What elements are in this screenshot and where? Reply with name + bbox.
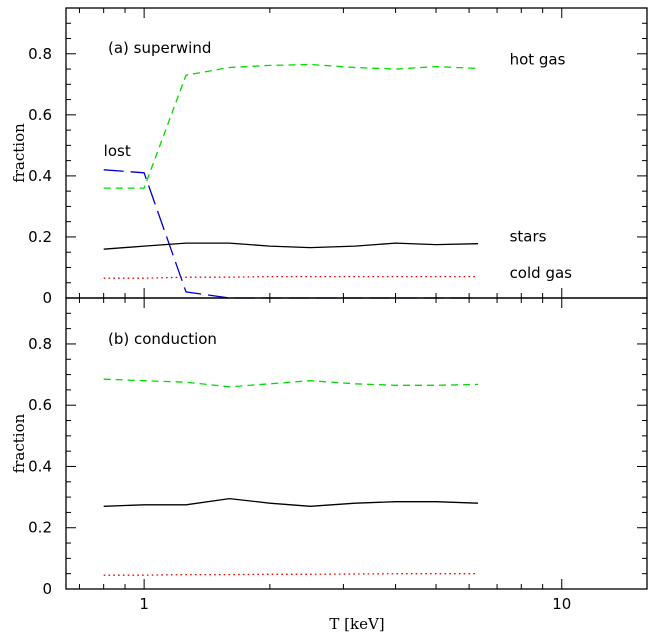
series-line-cold-gas xyxy=(103,275,478,279)
panel-conduction: 0 0.2 0.4 0.6 0.8 1 10 (b) conduction fractio… xyxy=(10,297,648,633)
y-tick-label: 0.8 xyxy=(28,335,52,353)
y-tick-label: 0.2 xyxy=(28,228,52,246)
x-tick-label: 1 xyxy=(139,595,149,613)
series-line-cold-gas xyxy=(103,573,478,576)
x-tick-labels: 1 10 xyxy=(139,595,571,613)
y-tick-labels: 0 0.2 0.4 0.6 0.8 xyxy=(28,45,52,307)
x-axis-label: T [keV] xyxy=(329,615,384,633)
y-tick-label: 0 xyxy=(42,289,52,307)
series-annotation: cold gas xyxy=(510,264,573,282)
plot-frame xyxy=(65,297,648,590)
panel-superwind: 0 0.2 0.4 0.6 0.8 hot gas lost stars cold gas (… xyxy=(10,7,648,307)
y-tick-label: 0.4 xyxy=(28,457,52,475)
x-tick-label: 10 xyxy=(552,595,571,613)
axis-ticks xyxy=(66,297,647,590)
series-line-hot-gas xyxy=(103,63,479,189)
series-annotation: lost xyxy=(104,142,131,160)
y-tick-label: 0 xyxy=(42,580,52,598)
panel-label: (b) conduction xyxy=(108,330,217,348)
series-annotation: stars xyxy=(510,228,547,246)
y-tick-label: 0.6 xyxy=(28,396,52,414)
series-line-lost xyxy=(103,169,478,299)
annotation-group: hot gas lost stars cold gas xyxy=(104,50,573,282)
y-axis-label: fraction xyxy=(10,413,28,473)
y-tick-labels: 0 0.2 0.4 0.6 0.8 xyxy=(28,335,52,598)
y-tick-label: 0.2 xyxy=(28,519,52,537)
series-line-stars xyxy=(103,242,479,250)
y-tick-label: 0.6 xyxy=(28,106,52,124)
series-group xyxy=(103,63,479,299)
y-axis-label: fraction xyxy=(10,123,28,183)
series-line-hot-gas xyxy=(103,378,479,388)
y-tick-label: 0.4 xyxy=(28,167,52,185)
series-line-stars xyxy=(103,497,479,507)
series-annotation: hot gas xyxy=(510,50,566,68)
panel-label: (a) superwind xyxy=(108,39,211,57)
series-group xyxy=(103,378,479,576)
y-tick-label: 0.8 xyxy=(28,45,52,63)
